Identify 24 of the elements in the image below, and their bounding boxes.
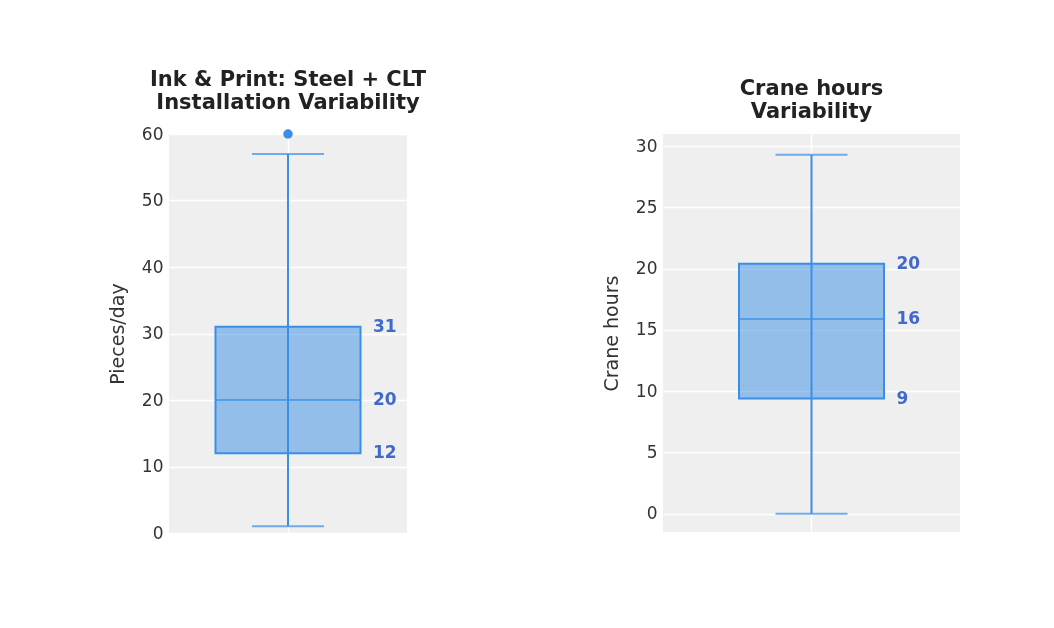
y-tick-label: 25	[635, 196, 658, 217]
y-tick-label: 20	[635, 258, 658, 279]
annotation: 9	[896, 387, 909, 408]
y-tick-label: 10	[635, 380, 658, 401]
y-axis-title: Pieces/day	[105, 283, 128, 385]
y-tick-label: 60	[141, 123, 164, 144]
annotation: 31	[373, 315, 397, 336]
y-axis-title: Crane hours	[599, 275, 622, 392]
y-tick-label: 0	[646, 503, 658, 524]
annotation: 20	[373, 389, 397, 409]
y-tick-label: 40	[141, 256, 164, 277]
annotation: 20	[896, 252, 921, 273]
y-tick-label: 0	[152, 522, 164, 543]
annotation: 12	[373, 442, 397, 463]
annotation: 16	[896, 307, 921, 328]
chart-title: Crane hours Variability	[739, 76, 884, 123]
chart-title: Ink & Print: Steel + CLT Installation Variability	[149, 67, 427, 114]
y-tick-label: 30	[635, 135, 658, 156]
y-tick-label: 10	[141, 456, 164, 476]
y-tick-label: 15	[635, 319, 658, 340]
y-tick-label: 30	[141, 323, 164, 343]
y-tick-label: 5	[646, 441, 658, 462]
y-tick-label: 20	[141, 389, 164, 410]
y-tick-label: 50	[141, 190, 164, 210]
